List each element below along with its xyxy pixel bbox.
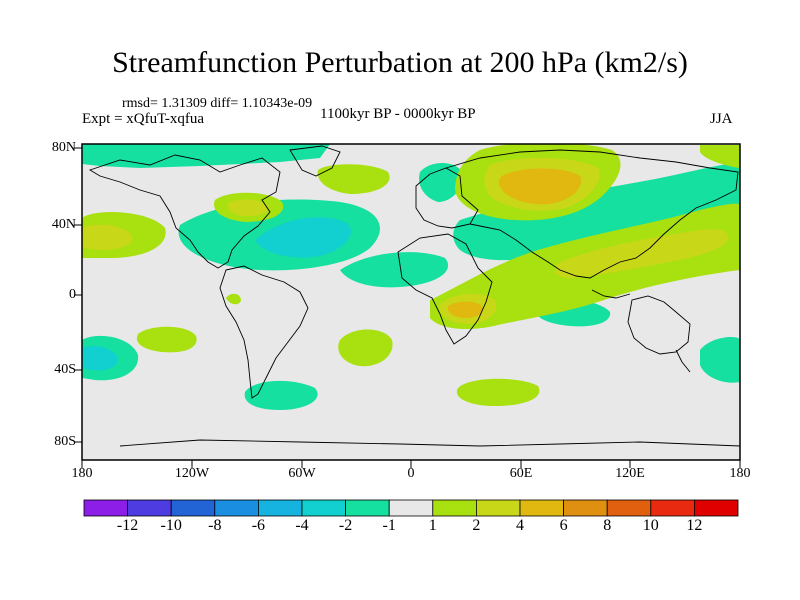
coastlines <box>88 145 740 447</box>
colorbar <box>83 499 739 517</box>
lon-label-0: 0 <box>407 466 415 481</box>
lon-label-60w: 60W <box>288 466 316 481</box>
colorbar-box <box>606 499 652 517</box>
colorbar-label: 12 <box>686 517 703 534</box>
axis-ticks <box>74 147 741 468</box>
colorbar-box <box>170 499 216 517</box>
colorbar-box <box>388 499 434 517</box>
colorbar-label: 6 <box>559 517 568 534</box>
colorbar-label: 10 <box>642 517 659 534</box>
colorbar-box <box>257 499 303 517</box>
lat-label-80n: 80N <box>51 140 76 155</box>
experiment-label: Expt = xQfuT-xqfua <box>82 111 205 127</box>
season-label: JJA <box>710 111 733 127</box>
colorbar-box <box>432 499 477 517</box>
lat-label-0: 0 <box>69 287 76 302</box>
lon-label-60e: 60E <box>509 466 533 481</box>
anomaly-region <box>700 337 740 383</box>
anomaly-region <box>82 346 118 371</box>
anomaly-region <box>499 168 582 205</box>
anomaly-region <box>419 163 463 202</box>
anomaly-region <box>82 224 133 250</box>
map-title: Streamfunction Perturbation at 200 hPa (… <box>112 46 688 79</box>
colorbar-label: -12 <box>116 517 139 534</box>
colorbar-box <box>345 499 390 517</box>
lat-label-40s: 40S <box>54 362 76 377</box>
colorbar-label: 1 <box>428 517 437 534</box>
anomaly-region <box>244 380 318 410</box>
anomaly-region <box>700 145 740 168</box>
anomaly-region <box>340 252 449 288</box>
colorbar-box <box>475 499 521 517</box>
lon-label-180w: 180 <box>71 466 93 481</box>
lat-label-40n: 40N <box>51 217 76 232</box>
colorbar-label: -2 <box>338 517 353 534</box>
lat-label-80s: 80S <box>54 434 76 449</box>
anomaly-region <box>338 329 393 367</box>
colorbar-box <box>519 499 564 517</box>
colorbar-label: -4 <box>295 517 309 534</box>
anomaly-region <box>317 164 390 194</box>
colorbar-label: -8 <box>208 517 222 534</box>
colorbar-label: -1 <box>382 517 396 534</box>
lon-label-120w: 120W <box>174 466 210 481</box>
lon-label-120e: 120E <box>615 466 645 481</box>
anomaly-fields <box>82 144 740 410</box>
colorbar-label: 4 <box>516 517 524 534</box>
anomaly-region <box>456 378 540 406</box>
anomaly-region <box>82 144 330 168</box>
period-label: 1100kyr BP - 0000kyr BP <box>320 106 476 122</box>
anomaly-region <box>447 301 483 318</box>
stats-text: rmsd= 1.31309 diff= 1.10343e-09 <box>122 96 313 111</box>
colorbar-box <box>214 499 259 517</box>
colorbar-box <box>127 499 172 517</box>
colorbar-label: 8 <box>603 517 612 534</box>
colorbar-label: -10 <box>160 517 182 534</box>
colorbar-box <box>83 499 128 517</box>
anomaly-region <box>453 163 740 261</box>
anomaly-region <box>136 326 197 353</box>
colorbar-label: -6 <box>251 517 266 534</box>
colorbar-label: 2 <box>472 517 481 534</box>
lon-label-180e: 180 <box>729 466 751 481</box>
anomaly-region <box>227 199 269 217</box>
colorbar-box <box>650 499 695 517</box>
colorbar-box <box>563 499 608 517</box>
colorbar-box <box>694 499 739 517</box>
anomaly-region <box>226 293 241 305</box>
anomaly-region <box>255 217 351 258</box>
colorbar-box <box>301 499 346 517</box>
